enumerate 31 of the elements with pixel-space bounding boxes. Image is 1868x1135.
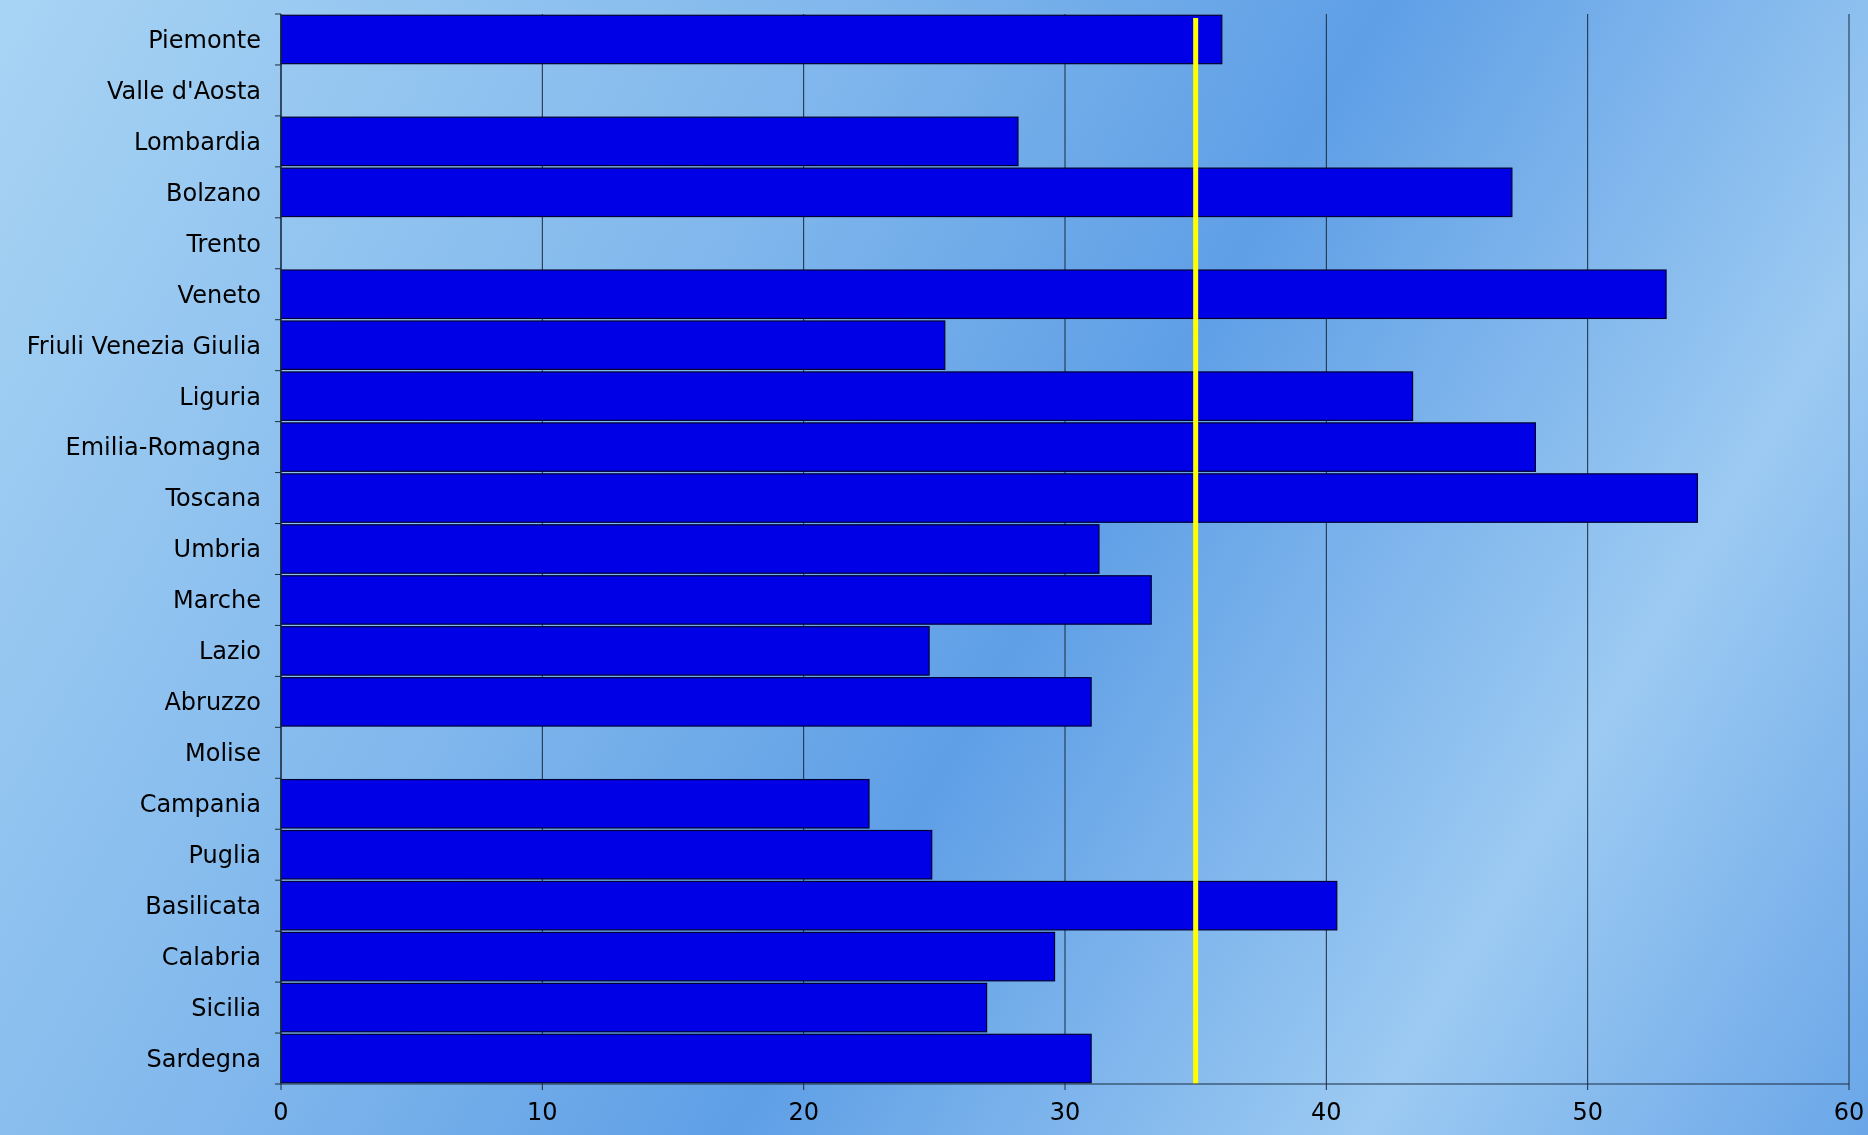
y-tick-label: Bolzano (165, 178, 261, 207)
y-tick-label: Veneto (177, 280, 261, 309)
y-tick-label: Emilia-Romagna (65, 433, 261, 462)
y-tick-label: Sicilia (191, 993, 261, 1022)
y-tick-label: Piemonte (148, 25, 261, 54)
y-tick-label: Umbria (173, 535, 261, 564)
y-tick-label: Liguria (179, 382, 261, 411)
x-tick-label: 50 (1572, 1098, 1603, 1126)
x-tick-label: 30 (1049, 1098, 1081, 1126)
x-tick-label: 20 (788, 1098, 819, 1126)
y-tick-label: Basilicata (145, 892, 261, 921)
y-tick-label: Molise (185, 739, 261, 768)
y-tick-label: Friuli Venezia Giulia (26, 331, 261, 360)
y-tick-label: Abruzzo (164, 688, 261, 717)
y-tick-label: Valle d'Aosta (106, 76, 261, 105)
x-tick-label: 0 (273, 1098, 289, 1126)
y-tick-label: Puglia (188, 841, 261, 870)
y-tick-label: Sardegna (146, 1044, 261, 1073)
x-tick-label: 10 (527, 1098, 558, 1126)
y-tick-label: Marche (173, 586, 261, 615)
bar (280, 14, 1223, 65)
bar (280, 982, 988, 1033)
y-tick-label: Calabria (161, 943, 261, 972)
x-tick-label: 40 (1311, 1098, 1342, 1126)
y-tick-label: Toscana (164, 484, 261, 513)
y-tick-label: Lombardia (133, 127, 261, 156)
y-tick-label: Trento (185, 229, 261, 258)
bar (280, 1033, 1092, 1084)
y-tick-label: Campania (139, 790, 261, 819)
y-tick-label: Lazio (198, 637, 261, 666)
x-tick-label: 60 (1833, 1098, 1865, 1126)
